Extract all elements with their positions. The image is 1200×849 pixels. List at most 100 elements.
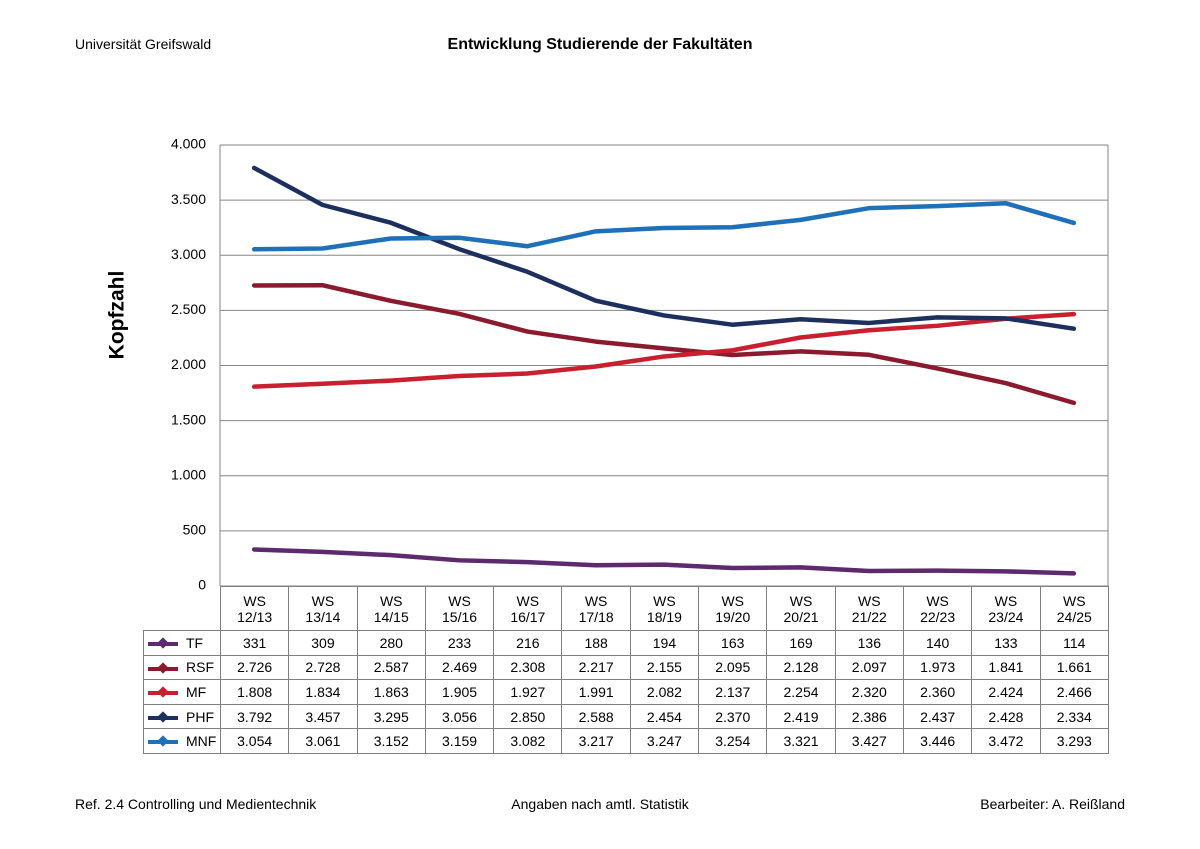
table-cell: 2.095 <box>698 654 768 681</box>
table-cell: 3.446 <box>902 728 973 754</box>
table-cell: 2.386 <box>834 703 904 730</box>
table-cell: 2.155 <box>629 654 700 681</box>
table-cell: 2.437 <box>902 703 973 730</box>
table-cell: 1.841 <box>971 654 1041 681</box>
table-cell: 2.082 <box>629 679 700 705</box>
table-cell: 2.137 <box>698 679 768 705</box>
table-cell: 3.295 <box>356 703 426 730</box>
y-tick-label: 3.500 <box>171 191 206 207</box>
legend-label: MNF <box>186 733 217 750</box>
table-cell: 2.254 <box>766 679 836 705</box>
table-cell: 3.321 <box>766 728 836 754</box>
chart-title: Entwicklung Studierende der Fakultäten <box>448 36 753 53</box>
table-cell: 2.419 <box>766 703 836 730</box>
table-cell: 2.217 <box>561 654 631 681</box>
table-cell: 2.726 <box>219 654 290 681</box>
table-cell: 3.217 <box>561 728 631 754</box>
table-cell: 3.054 <box>219 728 290 754</box>
table-cell: 216 <box>493 630 563 656</box>
table-cell: 136 <box>834 630 904 656</box>
footer-center: Angaben nach amtl. Statistik <box>511 796 689 812</box>
table-cell: 2.320 <box>834 679 904 705</box>
x-tick-label: WS 19/20 <box>715 592 751 625</box>
table-cell: 1.863 <box>356 679 426 705</box>
table-cell: 2.128 <box>766 654 836 681</box>
table-cell: 2.097 <box>834 654 904 681</box>
series-line <box>251 165 1077 331</box>
table-cell: 309 <box>288 630 358 656</box>
x-tick-label: WS 24/25 <box>1056 592 1092 625</box>
table-cell: 3.082 <box>493 728 563 754</box>
x-tick-label: WS 18/19 <box>646 592 682 625</box>
table-cell: 1.905 <box>424 679 495 705</box>
y-tick-label: 0 <box>198 577 206 593</box>
table-cell: 169 <box>766 630 836 656</box>
legend-label: MF <box>186 683 207 700</box>
x-tick-label: WS 17/18 <box>578 592 614 625</box>
y-tick-label: 2.500 <box>171 301 206 317</box>
x-tick-label: WS 15/16 <box>442 592 478 625</box>
series-line <box>251 547 1077 576</box>
y-axis-label: Kopfzahl <box>106 271 129 360</box>
legend-swatch <box>148 711 178 723</box>
table-cell: 2.466 <box>1039 679 1110 705</box>
table-cell: 140 <box>902 630 973 656</box>
y-tick-label: 4.000 <box>171 136 206 152</box>
legend-swatch <box>148 662 178 674</box>
table-cell: 233 <box>424 630 495 656</box>
series-line <box>251 311 1077 389</box>
x-tick-label: WS 20/21 <box>783 592 819 625</box>
footer-right: Bearbeiter: A. Reißland <box>980 796 1125 812</box>
x-tick-label: WS 16/17 <box>510 592 546 625</box>
y-tick-label: 3.000 <box>171 246 206 262</box>
series-line <box>251 282 1077 406</box>
table-cell: 2.588 <box>561 703 631 730</box>
legend-swatch <box>148 735 178 748</box>
table-cell: 3.457 <box>288 703 358 730</box>
table-cell: 2.469 <box>424 654 495 681</box>
table-cell: 2.360 <box>902 679 973 705</box>
y-tick-label: 500 <box>183 522 207 538</box>
y-tick-label: 1.000 <box>171 466 206 482</box>
table-cell: 3.792 <box>219 703 290 730</box>
table-cell: 1.927 <box>493 679 563 705</box>
x-tick-label: WS 12/13 <box>237 592 273 625</box>
table-cell: 2.428 <box>971 703 1041 730</box>
header-left: Universität Greifswald <box>75 36 212 52</box>
table-cell: 3.293 <box>1039 728 1110 754</box>
table-cell: 2.850 <box>493 703 563 730</box>
table-cell: 2.424 <box>971 679 1041 705</box>
table-cell: 2.334 <box>1039 703 1110 730</box>
table-cell: 133 <box>971 630 1041 656</box>
table-cell: 3.247 <box>629 728 700 754</box>
x-tick-label: WS 23/24 <box>988 592 1024 625</box>
legend-swatch <box>148 637 178 649</box>
table-cell: 280 <box>356 630 426 656</box>
table-cell: 1.834 <box>288 679 358 705</box>
table-cell: 3.056 <box>424 703 495 730</box>
table-cell: 3.159 <box>424 728 495 754</box>
table-cell: 114 <box>1039 630 1110 656</box>
x-tick-label: WS 21/22 <box>851 592 887 625</box>
table-cell: 1.991 <box>561 679 631 705</box>
legend-label: TF <box>186 634 204 651</box>
legend-swatch <box>148 686 178 698</box>
legend-label: RSF <box>186 659 214 676</box>
x-tick-label: WS 14/15 <box>373 592 409 625</box>
y-tick-label: 1.500 <box>171 411 206 427</box>
table-cell: 2.308 <box>493 654 563 681</box>
table-cell: 163 <box>698 630 768 656</box>
footer-left: Ref. 2.4 Controlling und Medientechnik <box>75 796 317 812</box>
table-cell: 3.152 <box>356 728 426 754</box>
table-cell: 3.472 <box>971 728 1041 754</box>
table-cell: 3.254 <box>698 728 768 754</box>
table-cell: 188 <box>561 630 631 656</box>
table-cell: 331 <box>219 630 290 656</box>
x-tick-label: WS 13/14 <box>305 592 341 625</box>
y-tick-label: 2.000 <box>171 356 206 372</box>
table-cell: 3.061 <box>288 728 358 754</box>
table-cell: 3.427 <box>834 728 904 754</box>
table-cell: 1.661 <box>1039 654 1110 681</box>
